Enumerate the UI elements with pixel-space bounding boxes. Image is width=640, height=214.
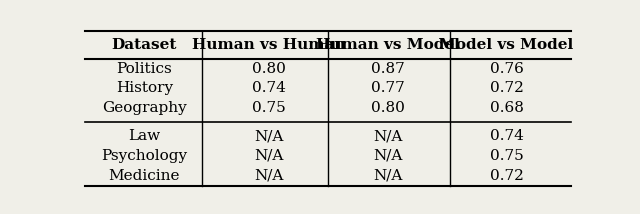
Text: Model vs Model: Model vs Model xyxy=(440,38,573,52)
Text: N/A: N/A xyxy=(254,129,283,143)
Text: Politics: Politics xyxy=(116,61,172,76)
Text: Medicine: Medicine xyxy=(109,169,180,183)
Text: 0.80: 0.80 xyxy=(371,101,404,115)
Text: N/A: N/A xyxy=(254,149,283,163)
Text: Law: Law xyxy=(129,129,161,143)
Text: 0.77: 0.77 xyxy=(371,81,404,95)
Text: 0.80: 0.80 xyxy=(252,61,285,76)
Text: N/A: N/A xyxy=(373,169,402,183)
Text: 0.75: 0.75 xyxy=(490,149,524,163)
Text: Human vs Human: Human vs Human xyxy=(192,38,345,52)
Text: 0.68: 0.68 xyxy=(490,101,524,115)
Text: History: History xyxy=(116,81,173,95)
Text: 0.76: 0.76 xyxy=(490,61,524,76)
Text: Geography: Geography xyxy=(102,101,187,115)
Text: 0.87: 0.87 xyxy=(371,61,404,76)
Text: Dataset: Dataset xyxy=(112,38,177,52)
Text: N/A: N/A xyxy=(373,149,402,163)
Text: N/A: N/A xyxy=(254,169,283,183)
Text: Psychology: Psychology xyxy=(101,149,188,163)
Text: 0.72: 0.72 xyxy=(490,81,524,95)
Text: 0.74: 0.74 xyxy=(490,129,524,143)
Text: 0.75: 0.75 xyxy=(252,101,285,115)
Text: 0.74: 0.74 xyxy=(252,81,285,95)
Text: N/A: N/A xyxy=(373,129,402,143)
Text: Human vs Model: Human vs Model xyxy=(316,38,460,52)
Text: 0.72: 0.72 xyxy=(490,169,524,183)
